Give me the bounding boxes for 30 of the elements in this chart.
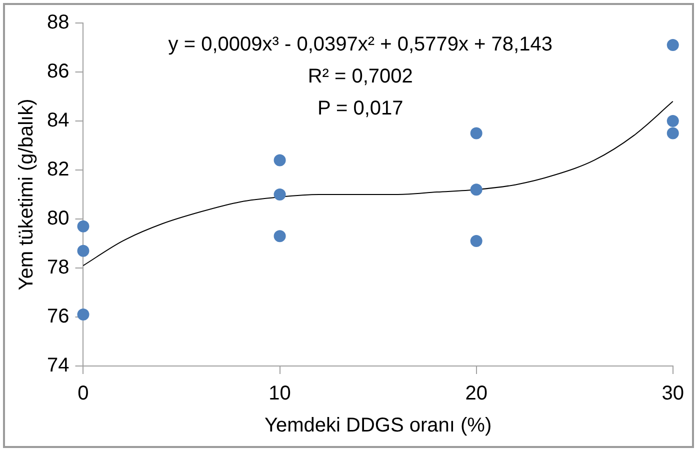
point	[77, 244, 90, 257]
point	[274, 230, 286, 242]
annotation: P = 0,017	[317, 98, 404, 120]
y-tick-label: 80	[46, 208, 70, 230]
point	[77, 308, 90, 321]
point	[274, 188, 286, 200]
y-axis-title: Yem tüketimi (g/balık)	[16, 98, 38, 290]
y-tick-label: 82	[46, 158, 70, 181]
point	[274, 154, 286, 166]
x-axis-title: Yemdeki DDGS oranı (%)	[264, 414, 492, 437]
annotation: R² = 0,7002	[308, 66, 413, 88]
point	[470, 184, 482, 196]
line-series	[82, 100, 674, 266]
x-tick-label: 10	[268, 382, 291, 405]
x-tick-label: 30	[662, 382, 684, 405]
x-tick-label: 20	[465, 382, 488, 405]
point	[666, 39, 679, 52]
point	[470, 235, 482, 248]
y-tick-label: 86	[46, 60, 70, 83]
point	[77, 220, 90, 232]
point	[666, 115, 679, 127]
y-tick-label: 84	[46, 110, 70, 132]
y-tick-label: 78	[46, 256, 70, 279]
y-tick-label: 76	[46, 306, 70, 328]
x-tick-label: 0	[78, 382, 89, 405]
point	[470, 127, 482, 140]
y-tick-label: 74	[46, 354, 70, 377]
y-tick-label: 88	[46, 12, 70, 34]
annotation: y = 0,0009x³ - 0,0397x² + 0,5779x + 78,143	[168, 34, 552, 56]
point	[666, 127, 679, 140]
